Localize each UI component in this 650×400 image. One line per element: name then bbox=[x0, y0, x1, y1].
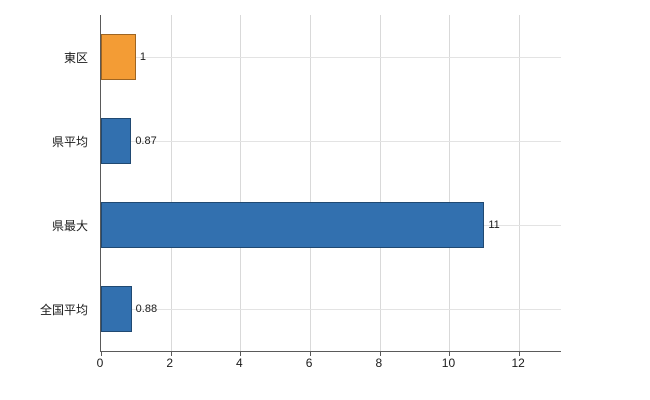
category-label: 全国平均 bbox=[39, 302, 88, 317]
vertical-gridline bbox=[170, 15, 172, 351]
bar-row: 1 bbox=[101, 15, 561, 99]
category-label: 県平均 bbox=[51, 134, 88, 149]
x-tick-label: 0 bbox=[96, 356, 104, 370]
x-axis-tick-mark bbox=[449, 351, 451, 356]
x-axis-tick-mark bbox=[519, 351, 521, 356]
bar-row: 0.88 bbox=[101, 267, 561, 351]
bar bbox=[101, 286, 132, 332]
vertical-gridline bbox=[449, 15, 451, 351]
vertical-gridline bbox=[379, 15, 381, 351]
x-tick-label: 10 bbox=[441, 356, 456, 370]
vertical-gridline bbox=[310, 15, 312, 351]
value-label: 1 bbox=[139, 51, 146, 63]
category-label: 県最大 bbox=[51, 218, 88, 233]
x-tick-label: 6 bbox=[305, 356, 313, 370]
x-tick-label: 2 bbox=[166, 356, 174, 370]
x-tick-label: 12 bbox=[511, 356, 525, 370]
x-axis-tick-mark bbox=[310, 351, 312, 356]
bar bbox=[101, 118, 132, 164]
vertical-gridline bbox=[240, 15, 242, 351]
x-tick-label: 8 bbox=[375, 356, 383, 370]
y-axis-category-labels: 東区県平均県最大全国平均 bbox=[0, 15, 94, 351]
bar bbox=[101, 34, 136, 80]
horizontal-gridline bbox=[101, 309, 561, 310]
bar-rows: 1 0.87 11 0.88 bbox=[101, 15, 561, 351]
category-label: 東区 bbox=[63, 50, 88, 65]
x-axis-tick-mark bbox=[379, 351, 381, 356]
plot-area: 1 0.87 11 0.88 bbox=[100, 15, 561, 356]
x-axis-tick-mark bbox=[170, 351, 172, 356]
x-axis-tick-mark bbox=[240, 351, 242, 356]
x-axis-tick-mark bbox=[101, 351, 102, 356]
value-label: 0.87 bbox=[135, 135, 157, 147]
bar-row: 11 bbox=[101, 183, 561, 267]
bar-row: 0.87 bbox=[101, 99, 561, 183]
value-label: 11 bbox=[488, 219, 500, 231]
vertical-gridline bbox=[519, 15, 521, 351]
x-tick-label: 4 bbox=[236, 356, 243, 370]
horizontal-gridline bbox=[101, 141, 561, 142]
bar bbox=[101, 202, 485, 248]
value-label: 0.88 bbox=[135, 303, 158, 315]
horizontal-gridline bbox=[101, 57, 561, 58]
x-axis-tick-labels: 0 2 4 6 8 10 12 bbox=[96, 356, 560, 376]
